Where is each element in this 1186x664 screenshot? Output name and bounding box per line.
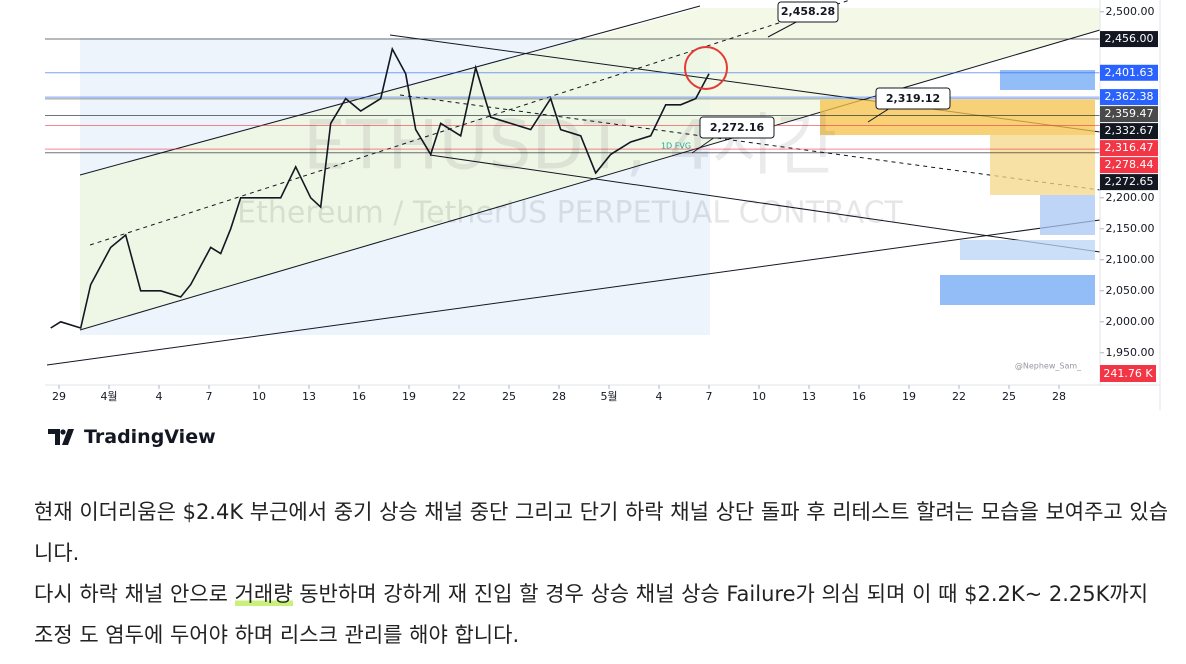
price-tag-label: 2,272.65	[1105, 175, 1154, 188]
x-tick-label: 25	[502, 390, 516, 403]
text: 동반하며 강하게 재 진입 할 경우 상승 채널 상승 Failure가 의심 …	[34, 582, 1149, 647]
callout-label: 2,458.28	[781, 5, 835, 18]
x-tick-label: 22	[952, 390, 966, 403]
x-tick-label: 16	[352, 390, 366, 403]
highlight: 거래량	[234, 582, 293, 606]
x-tick-label: 19	[402, 390, 416, 403]
price-tag-label: 2,278.44	[1105, 158, 1154, 171]
x-tick-label: 29	[52, 390, 66, 403]
x-tick-label: 13	[302, 390, 316, 403]
price-tag	[1100, 31, 1158, 48]
callout-box	[699, 116, 775, 139]
x-tick-label: 16	[852, 390, 866, 403]
article: 현재 이더리움은 $2.4K 부근에서 중기 상승 채널 중단 그리고 단기 하…	[34, 492, 1169, 656]
price-tag-label: 2,332.67	[1105, 124, 1154, 137]
price-tag	[1100, 123, 1158, 140]
fvg-label: 1D FVG	[661, 142, 691, 151]
x-tick-label: 4	[656, 390, 663, 403]
x-tick-label: 5월	[600, 390, 617, 403]
trend-line	[46, 219, 1101, 366]
volume-tag	[1100, 365, 1156, 382]
x-tick-label: 28	[1052, 390, 1066, 403]
channel-fill	[80, 8, 1100, 330]
price-tag-label: 2,401.63	[1105, 66, 1154, 79]
x-tick-label: 22	[452, 390, 466, 403]
profile-bar	[960, 240, 1095, 260]
callout-pointer	[691, 136, 716, 154]
y-tick-label: 2,000.00	[1106, 315, 1155, 328]
price-line-series	[50, 46, 710, 330]
paragraph: 다시 하락 채널 안으로 거래량 동반하며 강하게 재 진입 할 경우 상승 채…	[34, 574, 1169, 656]
callout-pointer	[867, 107, 891, 123]
price-tag	[1100, 157, 1158, 174]
price-tag-label: 2,316.47	[1105, 141, 1154, 154]
channel-line	[79, 29, 1101, 331]
y-tick-label: 1,950.00	[1106, 346, 1155, 359]
x-tick-label: 10	[752, 390, 766, 403]
brand-logo	[48, 429, 74, 445]
volume-tag-label: 241.76 K	[1103, 367, 1153, 380]
price-tag	[1100, 140, 1158, 157]
paragraph: 현재 이더리움은 $2.4K 부근에서 중기 상승 채널 중단 그리고 단기 하…	[34, 500, 1169, 565]
price-tag	[1100, 64, 1158, 81]
price-tag-label: 2,362.38	[1105, 90, 1154, 103]
y-tick-label: 2,150.00	[1106, 222, 1155, 235]
x-tick-label: 10	[252, 390, 266, 403]
callout-label: 2,272.16	[710, 121, 765, 134]
callout-pointer	[767, 19, 801, 38]
trend-line	[429, 154, 1101, 253]
trend-mid	[399, 94, 1101, 191]
x-tick-label: 4	[156, 390, 163, 403]
price-tag	[1100, 89, 1158, 106]
text: 다시 하락 채널 안으로	[34, 582, 235, 606]
y-tick-label: 2,500.00	[1106, 5, 1155, 18]
profile-bar	[1040, 195, 1095, 235]
y-tick-label: 2,050.00	[1106, 284, 1155, 297]
x-tick-label: 28	[552, 390, 566, 403]
x-tick-label: 25	[1002, 390, 1016, 403]
y-tick-label: 2,100.00	[1106, 253, 1155, 266]
chart: ETHUSDT, 4시간 Ethereum / TetherUS PERPETU…	[45, 0, 1161, 410]
profile-bar	[820, 100, 1095, 135]
x-tick-label: 13	[802, 390, 816, 403]
x-tick-label: 7	[706, 390, 713, 403]
profile-bar	[940, 275, 1095, 305]
x-tick-label: 4월	[100, 390, 117, 403]
price-tag	[1100, 174, 1158, 191]
price-tag-label: 2,359.47	[1105, 107, 1154, 120]
x-tick-label: 7	[206, 390, 213, 403]
profile-bar	[1000, 70, 1095, 90]
price-tag	[1100, 106, 1158, 123]
channel-line	[79, 5, 701, 176]
x-tick-label: 19	[902, 390, 916, 403]
price-tag-label: 2,456.00	[1105, 32, 1154, 45]
brand: TradingView	[48, 426, 216, 448]
watermark-subtitle: Ethereum / TetherUS PERPETUAL CONTRACT	[237, 196, 903, 231]
y-tick-label: 2,200.00	[1106, 191, 1155, 204]
callout-label: 2,319.12	[886, 92, 940, 105]
brand-name: TradingView	[84, 426, 216, 448]
highlight-circle	[684, 46, 728, 90]
profile-bar	[990, 135, 1095, 195]
channel-mid	[89, 0, 851, 246]
credit: @Nephew_Sam_	[1015, 362, 1082, 371]
callout-box	[875, 87, 951, 110]
callout-box	[777, 1, 839, 23]
volume-profile	[820, 70, 1095, 305]
